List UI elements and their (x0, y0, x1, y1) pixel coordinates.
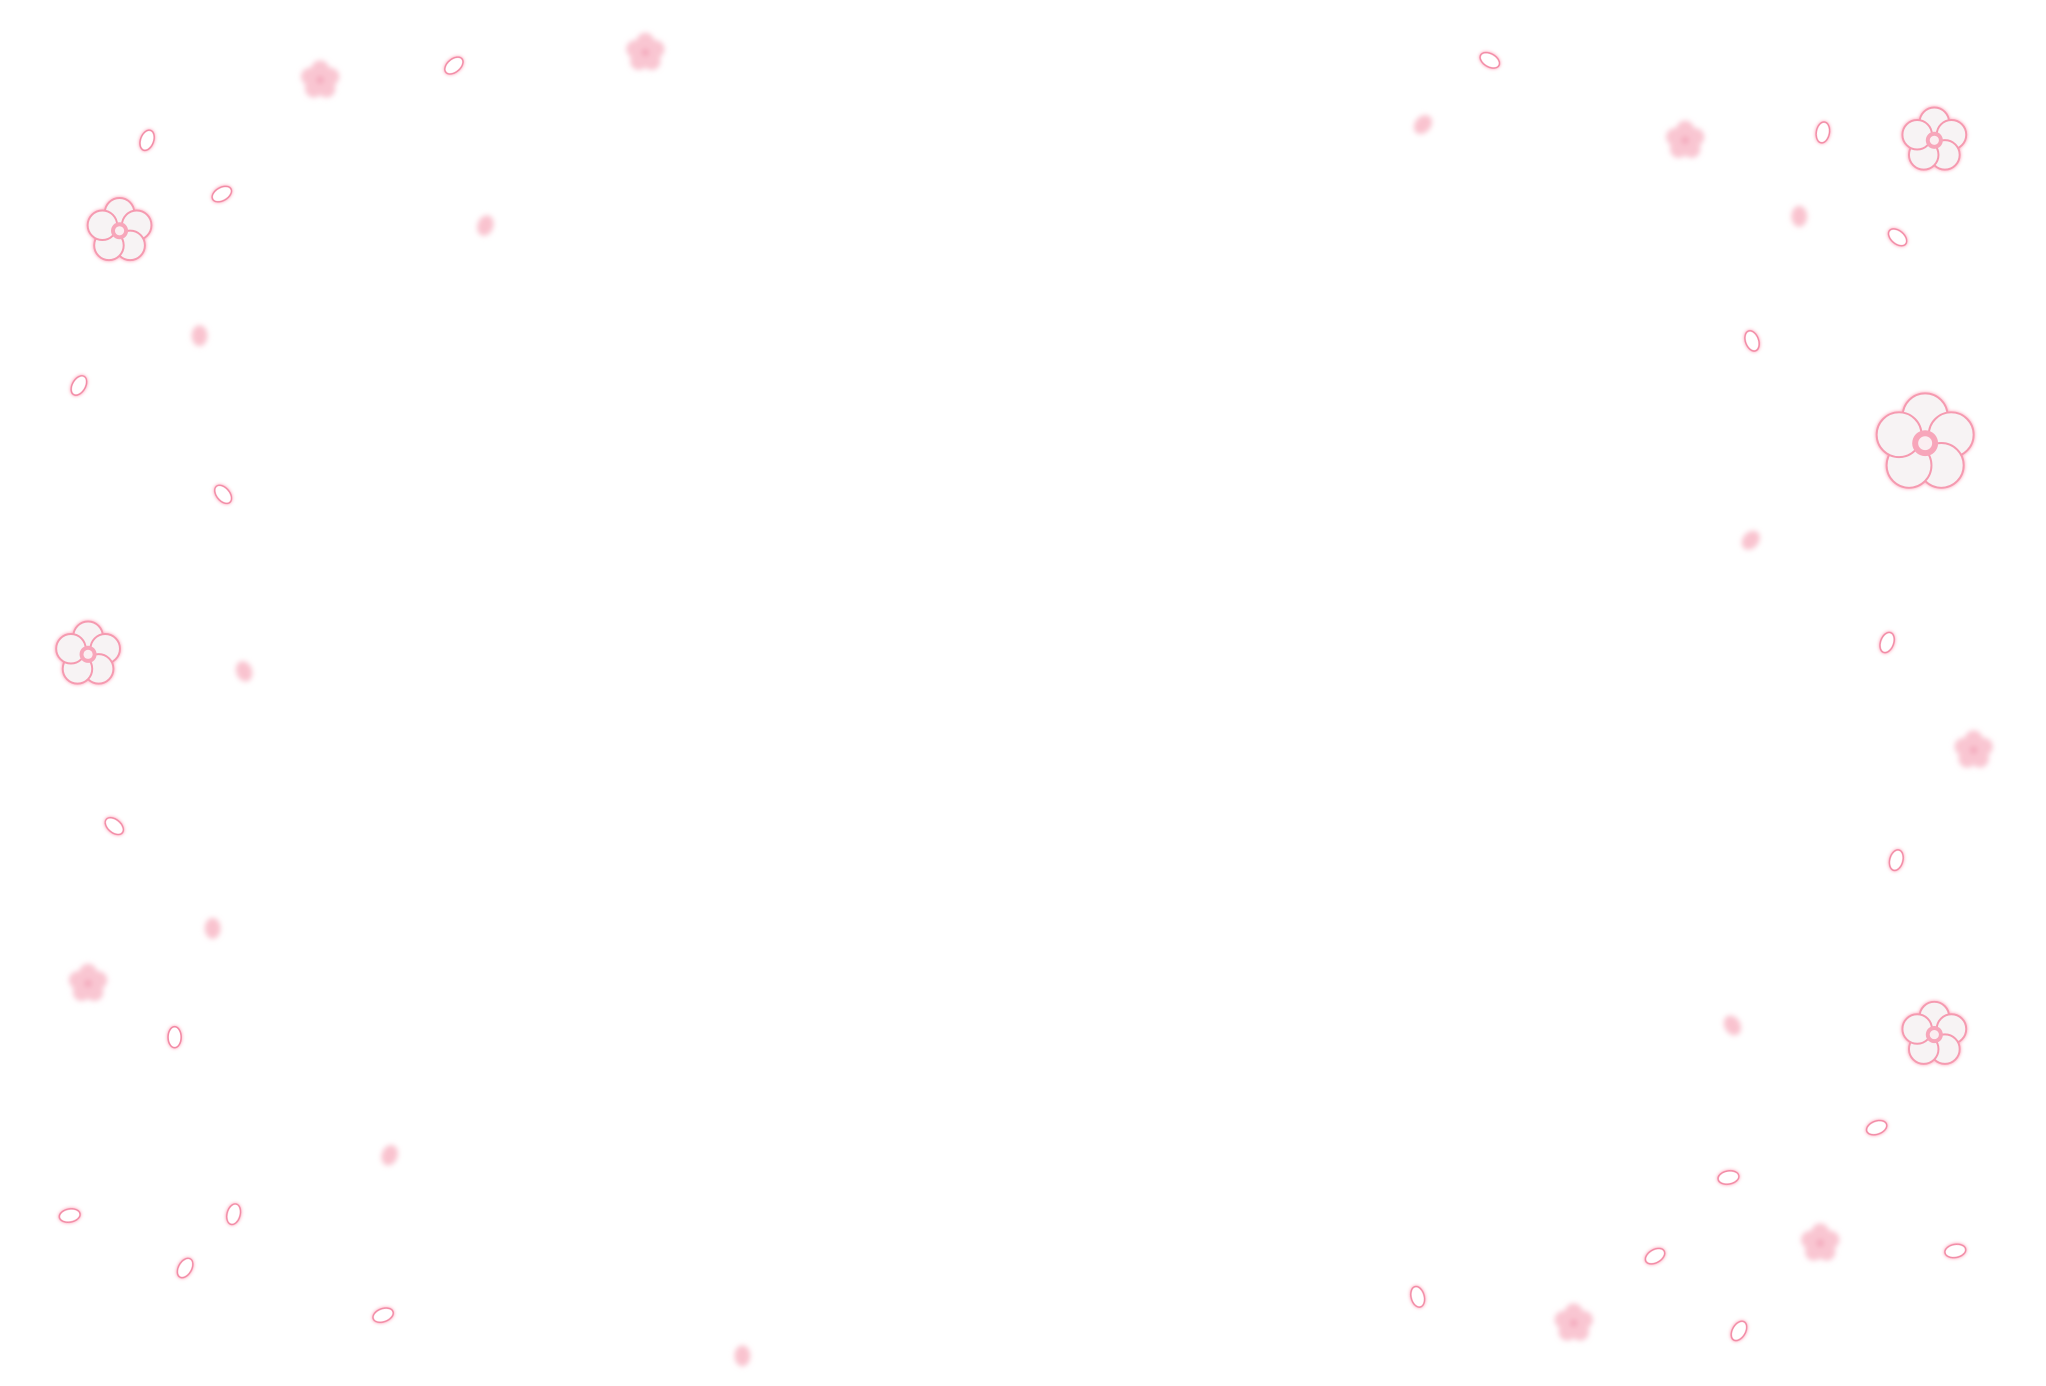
blossom-center-dot (83, 649, 93, 659)
petal (1744, 330, 1760, 352)
soft-petal (191, 325, 208, 347)
blossom-petal (1801, 1230, 1819, 1249)
blossom-petal (1817, 1242, 1836, 1261)
petal (1644, 1247, 1666, 1265)
blossom-petal (626, 40, 644, 58)
soft-petal (1741, 530, 1760, 550)
blossom-center (641, 48, 650, 57)
blossom-petal (85, 983, 104, 1002)
blossom-petal (317, 79, 336, 98)
soft-blossom (626, 32, 665, 71)
petal (1410, 1285, 1426, 1308)
blossom-center-dot (1929, 135, 1939, 145)
blossom-petal (642, 52, 661, 71)
blossom-petal (1682, 140, 1701, 158)
soft-petal (235, 661, 253, 682)
petal (1944, 1243, 1967, 1259)
petal (58, 1208, 81, 1224)
petal (444, 56, 464, 75)
blossom-center (1969, 746, 1978, 754)
petal (1717, 1170, 1740, 1186)
soft-blossom (1954, 730, 1993, 768)
blossom (86, 197, 153, 262)
petal (139, 129, 155, 152)
petal (1888, 849, 1904, 872)
blossom-petal (1954, 737, 1973, 756)
blossom (55, 620, 121, 685)
blossom-center (1569, 1319, 1578, 1327)
petal (70, 375, 88, 396)
petal (213, 484, 233, 505)
petal (1730, 1320, 1748, 1342)
petal (1815, 121, 1831, 144)
soft-petal (204, 917, 221, 939)
soft-petal (477, 215, 494, 236)
blossom-center (316, 76, 325, 84)
blossom-center (1816, 1239, 1825, 1248)
petal (225, 1203, 242, 1226)
petal (104, 816, 125, 836)
petal (1479, 51, 1501, 69)
soft-blossom (301, 60, 340, 98)
petal (1865, 1119, 1888, 1136)
soft-blossom (1666, 120, 1705, 158)
soft-blossom (68, 963, 108, 1002)
soft-blossom (1801, 1223, 1840, 1261)
blossom-petal (1571, 1322, 1589, 1341)
blossom-petal (301, 67, 319, 86)
blossom-center (1681, 136, 1690, 145)
soft-petal (1791, 205, 1808, 227)
soft-petal (1723, 1015, 1741, 1036)
soft-petal (1413, 115, 1432, 135)
soft-petal (734, 1345, 751, 1367)
soft-blossom (1554, 1303, 1593, 1341)
blossom (1901, 106, 1968, 171)
petal (176, 1257, 194, 1279)
blossom-center-dot (1918, 436, 1933, 451)
petal (372, 1307, 395, 1324)
petal (167, 1025, 182, 1049)
petal (1879, 631, 1896, 654)
blossom-center-dot (1929, 1029, 1939, 1040)
blossom (1901, 1000, 1968, 1065)
blossom-center-dot (114, 226, 125, 236)
blossom-petal (1554, 1310, 1573, 1329)
soft-petal (381, 1145, 398, 1166)
petal (1887, 228, 1908, 247)
blossom-petal (1666, 128, 1684, 146)
blossom-petal (68, 971, 87, 989)
blossom (1875, 392, 1975, 489)
petal (211, 185, 233, 203)
blossom-petal (1971, 749, 1989, 768)
blossom-center (84, 979, 93, 988)
